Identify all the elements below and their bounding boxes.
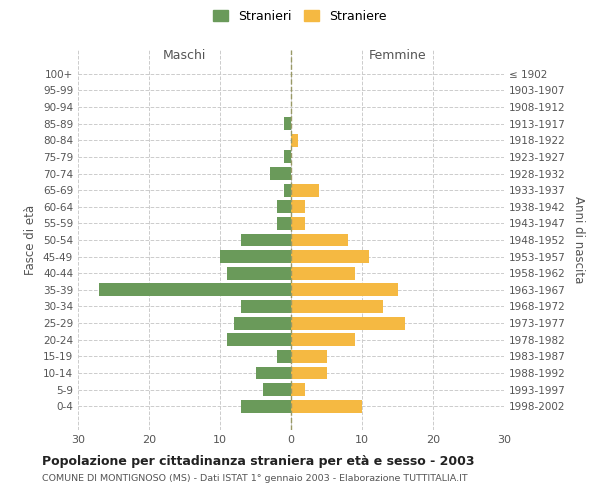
Bar	[291, 300, 383, 313]
Bar	[291, 234, 348, 246]
Bar	[291, 134, 298, 146]
Bar	[277, 217, 291, 230]
Bar	[270, 167, 291, 180]
Bar	[291, 200, 305, 213]
Bar	[291, 334, 355, 346]
Y-axis label: Anni di nascita: Anni di nascita	[572, 196, 585, 284]
Text: Maschi: Maschi	[163, 49, 206, 62]
Bar	[241, 234, 291, 246]
Text: Femmine: Femmine	[368, 49, 427, 62]
Bar	[291, 366, 326, 380]
Bar	[284, 184, 291, 196]
Bar	[291, 267, 355, 280]
Bar	[241, 400, 291, 412]
Text: Popolazione per cittadinanza straniera per età e sesso - 2003: Popolazione per cittadinanza straniera p…	[42, 455, 475, 468]
Legend: Stranieri, Straniere: Stranieri, Straniere	[209, 6, 391, 26]
Bar	[284, 150, 291, 164]
Bar	[291, 316, 404, 330]
Bar	[241, 300, 291, 313]
Bar	[291, 250, 369, 263]
Bar	[291, 217, 305, 230]
Bar	[277, 350, 291, 363]
Bar	[227, 267, 291, 280]
Bar	[277, 200, 291, 213]
Bar	[291, 400, 362, 412]
Bar	[256, 366, 291, 380]
Bar	[291, 383, 305, 396]
Text: COMUNE DI MONTIGNOSO (MS) - Dati ISTAT 1° gennaio 2003 - Elaborazione TUTTITALIA: COMUNE DI MONTIGNOSO (MS) - Dati ISTAT 1…	[42, 474, 467, 483]
Bar	[100, 284, 291, 296]
Y-axis label: Fasce di età: Fasce di età	[25, 205, 37, 275]
Bar	[220, 250, 291, 263]
Bar	[227, 334, 291, 346]
Bar	[284, 117, 291, 130]
Bar	[291, 284, 398, 296]
Bar	[291, 350, 326, 363]
Bar	[263, 383, 291, 396]
Bar	[234, 316, 291, 330]
Bar	[291, 184, 319, 196]
